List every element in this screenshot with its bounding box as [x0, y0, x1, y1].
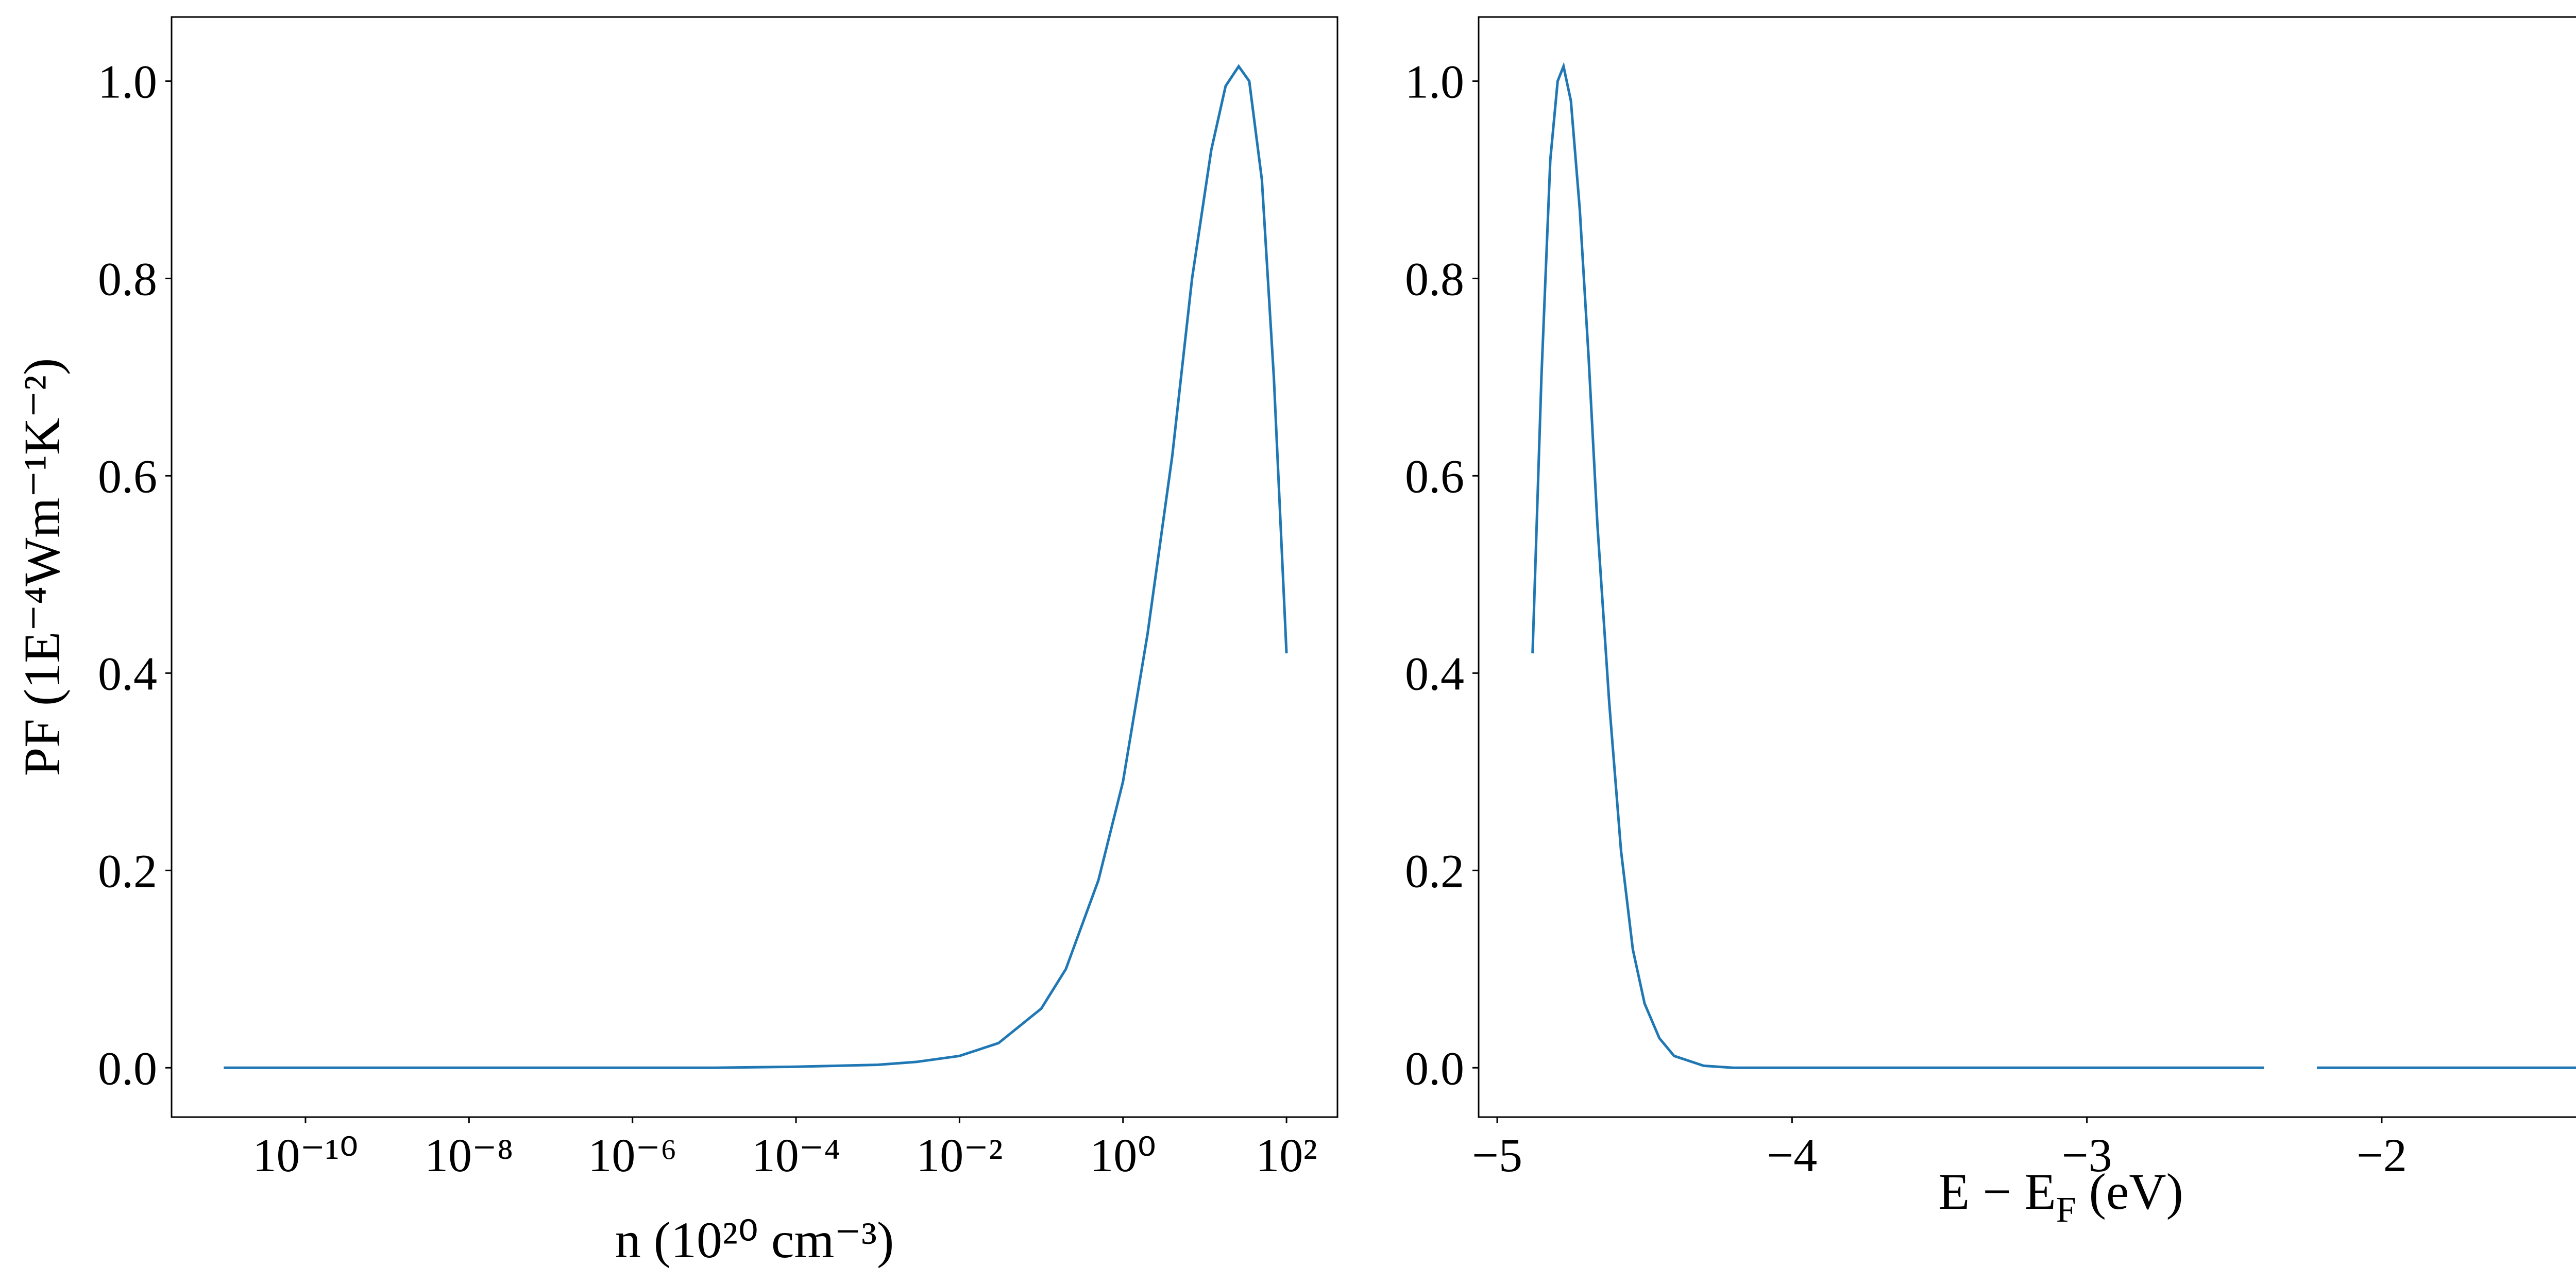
x-label-part: (eV) — [2076, 1163, 2183, 1220]
y-tick-label: 0.4 — [98, 647, 157, 700]
y-tick-label: 0.6 — [98, 450, 157, 502]
x-tick-label: 10⁻¹⁰ — [252, 1129, 358, 1181]
x-tick-label: −2 — [2357, 1129, 2407, 1181]
y-tick-label: 0.6 — [1405, 450, 1464, 502]
y-tick-label: 1.0 — [1405, 55, 1464, 108]
y-tick-label: 0.8 — [1405, 252, 1464, 305]
x-tick-label: 10⁻² — [916, 1129, 1003, 1181]
x-tick-label: 10⁻⁴ — [752, 1129, 841, 1181]
line-series — [1531, 62, 2576, 1069]
x-tick-label: 10⁰ — [1090, 1129, 1156, 1181]
x-tick-label: 10⁻⁶ — [588, 1129, 677, 1181]
y-tick-label: 0.2 — [1405, 845, 1464, 897]
axes-frame — [171, 16, 1338, 1118]
x-tick-label: −3 — [2062, 1129, 2112, 1181]
y-tick-label: 0.0 — [1405, 1042, 1464, 1094]
y-axis-label: PF (1E⁻⁴Wm⁻¹K⁻²) — [13, 358, 71, 776]
y-tick-label: 0.0 — [98, 1042, 157, 1094]
y-tick-label: 1.0 — [98, 55, 157, 108]
x-label-subscript: F — [2056, 1190, 2076, 1230]
x-label-part: E − E — [1938, 1163, 2056, 1220]
x-tick-label: −5 — [1472, 1129, 1522, 1181]
y-tick-label: 0.4 — [1405, 647, 1464, 700]
y-tick-label: 0.2 — [98, 845, 157, 897]
x-axis-label: n (10²⁰ cm⁻³) — [615, 1211, 894, 1269]
x-axis-label: E − EF (eV) — [1938, 1163, 2183, 1230]
x-tick-label: −4 — [1767, 1129, 1817, 1181]
y-tick-label: 0.8 — [98, 252, 157, 305]
x-tick-label: 10² — [1256, 1129, 1317, 1181]
line-series — [224, 64, 1288, 1069]
x-tick-label: 10⁻⁸ — [425, 1129, 514, 1181]
axes-frame — [1478, 16, 2576, 1118]
